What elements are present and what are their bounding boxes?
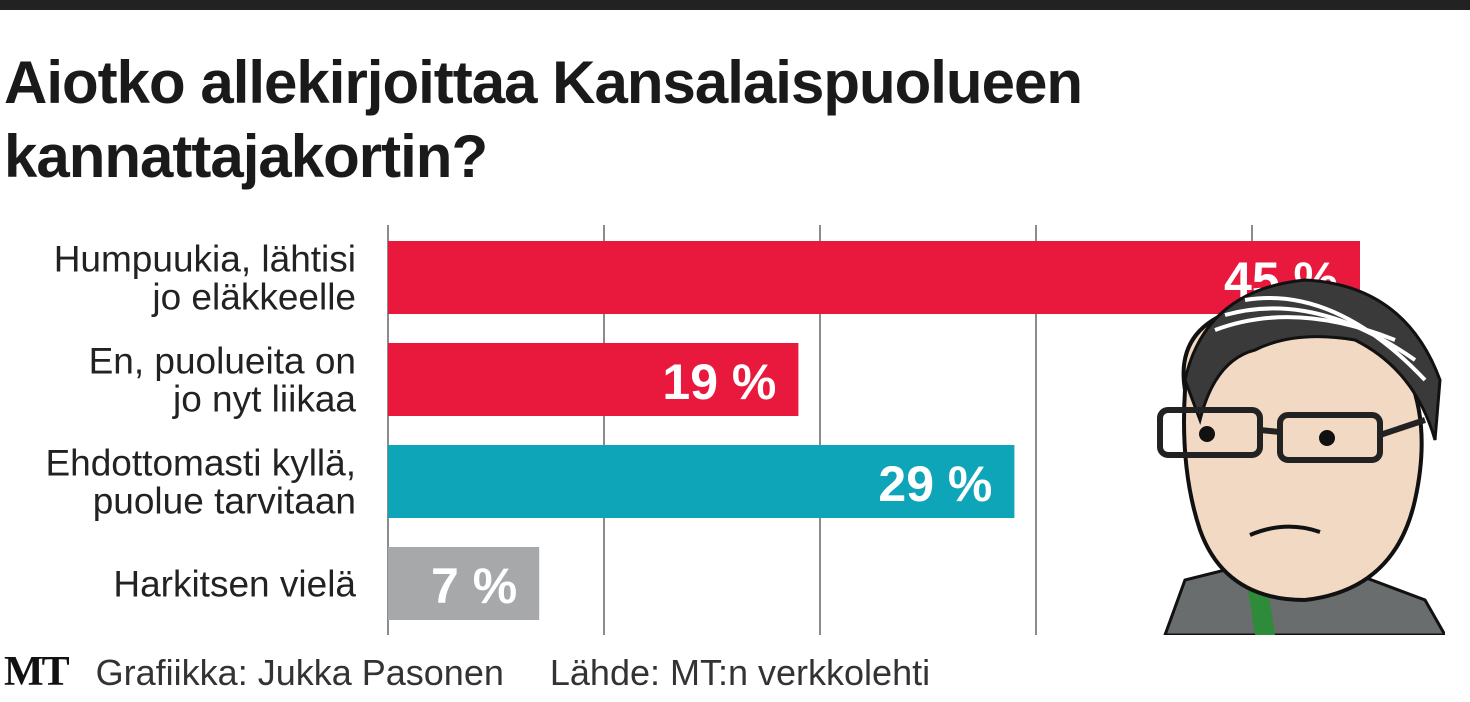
value-label: 29 % (878, 456, 992, 512)
caricature-illustration (1157, 278, 1445, 635)
bar (388, 241, 1360, 314)
value-label: 19 % (662, 354, 776, 410)
category-label: En, puolueita on (89, 341, 356, 382)
title-line-1: Aiotko allekirjoittaa Kansalaispuolueen (4, 49, 1083, 116)
category-label: Ehdottomasti kyllä, (45, 443, 356, 484)
bar (388, 445, 1015, 518)
footer: MT Grafiikka: Jukka Pasonen Lähde: MT:n … (4, 648, 930, 696)
title-line-2: kannattajakortin? (4, 123, 488, 190)
graphics-credit: Grafiikka: Jukka Pasonen (95, 652, 504, 693)
category-label: Harkitsen vielä (113, 564, 356, 605)
top-rule (0, 0, 1470, 10)
category-label: jo nyt liikaa (172, 379, 356, 420)
category-label: Humpuukia, lähtisi (54, 239, 356, 280)
value-label: 7 % (431, 558, 517, 614)
category-label: puolue tarvitaan (93, 481, 356, 522)
category-label: jo eläkkeelle (151, 277, 356, 318)
bar (388, 343, 799, 416)
chart-title: Aiotko allekirjoittaa Kansalaispuolueen … (4, 46, 1083, 194)
bar (388, 547, 540, 620)
mt-logo: MT (4, 649, 70, 695)
source-credit: Lähde: MT:n verkkolehti (549, 652, 931, 693)
